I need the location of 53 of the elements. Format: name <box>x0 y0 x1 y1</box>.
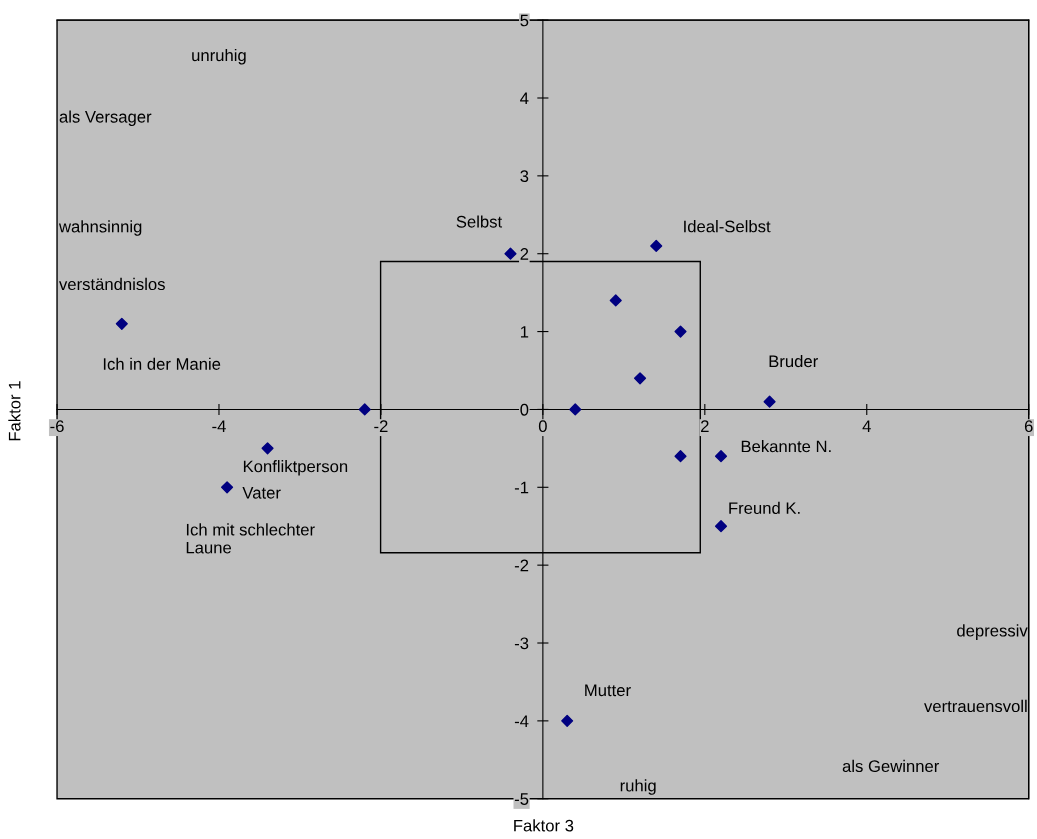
annotation: depressiv <box>957 624 1028 640</box>
point <box>504 247 517 260</box>
annotation: Ideal-Selbst <box>684 220 771 233</box>
point <box>674 325 687 338</box>
x-tick-label: -2 <box>374 420 388 432</box>
y-tick-label: 4 <box>520 92 529 105</box>
point <box>674 450 687 463</box>
annotation: ruhig <box>620 779 656 795</box>
annotation: Ich in der Manie <box>103 357 221 370</box>
annotation: als Versager <box>59 110 152 127</box>
y-tick-label: -4 <box>514 715 529 727</box>
y-axis-title: Faktor 1 <box>8 381 21 441</box>
annotation: Vater <box>242 487 281 499</box>
annotation: Freund K. <box>729 501 800 515</box>
point <box>633 372 647 385</box>
x-tick-label: -4 <box>212 420 226 432</box>
annotation: Bekannte N. <box>741 440 831 453</box>
annotation: Ich mit schlechter Laune <box>186 523 315 554</box>
point <box>561 714 574 727</box>
y-tick-label: 1 <box>520 326 529 338</box>
point <box>569 403 582 416</box>
x-tick-label: 4 <box>862 420 871 432</box>
y-tick-label: -2 <box>514 559 529 572</box>
point <box>714 450 728 463</box>
x-tick-label: 6 <box>1024 420 1033 433</box>
y-tick-label: 2 <box>520 248 529 260</box>
annotation: Mutter <box>585 684 631 697</box>
point <box>221 481 234 494</box>
annotation: Bruder <box>769 354 818 368</box>
point <box>650 239 663 253</box>
y-tick-label: 0 <box>520 403 529 416</box>
x-tick-label: 0 <box>538 420 547 433</box>
annotation: verständnislos <box>59 277 165 291</box>
point <box>609 294 622 307</box>
annotation: als Gewinner <box>842 759 940 773</box>
point <box>358 403 371 416</box>
point <box>763 395 776 408</box>
point <box>714 520 728 533</box>
y-tick-label: -1 <box>514 481 529 494</box>
y-tick-label: 3 <box>520 170 529 183</box>
y-tick-label: -5 <box>514 793 529 805</box>
x-tick-label: 2 <box>701 420 709 432</box>
point <box>261 442 274 455</box>
y-tick-label: -3 <box>514 637 529 650</box>
annotation: unruhig <box>192 48 246 65</box>
annotation: Konfliktperson <box>243 460 348 476</box>
x-tick-label: -6 <box>50 420 64 433</box>
annotation: wahnsinnig <box>58 220 142 236</box>
point <box>115 317 128 330</box>
y-tick-label: 5 <box>520 14 529 27</box>
annotation: vertrauensvoll <box>924 699 1027 713</box>
annotation: Selbst <box>456 215 503 228</box>
x-axis-title: Faktor 3 <box>514 819 574 832</box>
